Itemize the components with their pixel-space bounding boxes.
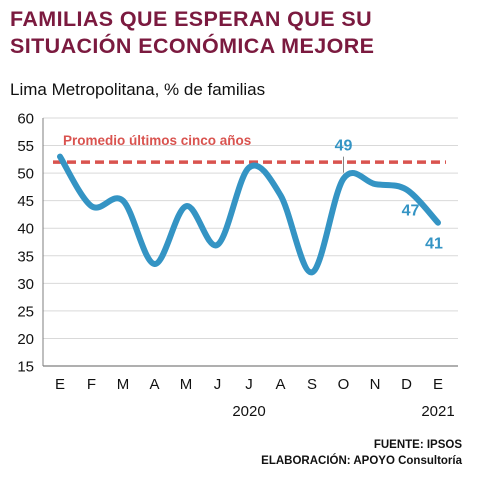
y-tick-label: 20 bbox=[17, 331, 34, 348]
y-tick-label: 15 bbox=[17, 359, 34, 376]
x-tick-label: A bbox=[149, 376, 159, 393]
chart-title-line-2: SITUACIÓN ECONÓMICA MEJORE bbox=[10, 34, 375, 58]
x-tick-label: D bbox=[401, 376, 412, 393]
chart-title-line-1: FAMILIAS QUE ESPERAN QUE SU bbox=[10, 7, 373, 31]
chart-subtitle: Lima Metropolitana, % de familias bbox=[10, 80, 266, 99]
x-tick-label: M bbox=[117, 376, 130, 393]
average-line-label: Promedio últimos cinco años bbox=[63, 133, 251, 148]
x-tick-label: E bbox=[433, 376, 443, 393]
x-tick-label: N bbox=[370, 376, 381, 393]
year-label: 2020 bbox=[232, 403, 265, 420]
data-label: 41 bbox=[425, 236, 443, 253]
y-tick-label: 40 bbox=[17, 221, 34, 238]
source-note: FUENTE: IPSOS ELABORACIÓN: APOYO Consult… bbox=[261, 437, 462, 469]
y-tick-label: 55 bbox=[17, 138, 34, 155]
y-tick-label: 35 bbox=[17, 248, 34, 265]
credit-line: ELABORACIÓN: APOYO Consultoría bbox=[261, 455, 462, 467]
year-label: 2021 bbox=[421, 403, 454, 420]
y-tick-label: 60 bbox=[17, 111, 34, 128]
source-line: FUENTE: IPSOS bbox=[373, 439, 462, 451]
chart-title: FAMILIAS QUE ESPERAN QUE SU SITUACIÓN EC… bbox=[10, 6, 472, 60]
x-tick-label: F bbox=[87, 376, 96, 393]
y-tick-label: 30 bbox=[17, 276, 34, 293]
x-tick-label: J bbox=[214, 376, 222, 393]
series-line bbox=[57, 153, 441, 276]
data-label: 49 bbox=[335, 138, 353, 155]
x-tick-label: E bbox=[55, 376, 65, 393]
x-tick-label: J bbox=[245, 376, 253, 393]
x-tick-label: S bbox=[307, 376, 317, 393]
y-tick-label: 45 bbox=[17, 193, 34, 210]
x-tick-label: M bbox=[180, 376, 193, 393]
x-tick-label: O bbox=[338, 376, 350, 393]
y-tick-label: 50 bbox=[17, 166, 34, 183]
data-label: 47 bbox=[402, 203, 420, 220]
x-tick-label: A bbox=[275, 376, 285, 393]
y-tick-label: 25 bbox=[17, 303, 34, 320]
line-chart: 15 20 25 30 35 40 45 50 55 60 E F M A M J J A S O N D E 2020 202… bbox=[17, 111, 458, 420]
